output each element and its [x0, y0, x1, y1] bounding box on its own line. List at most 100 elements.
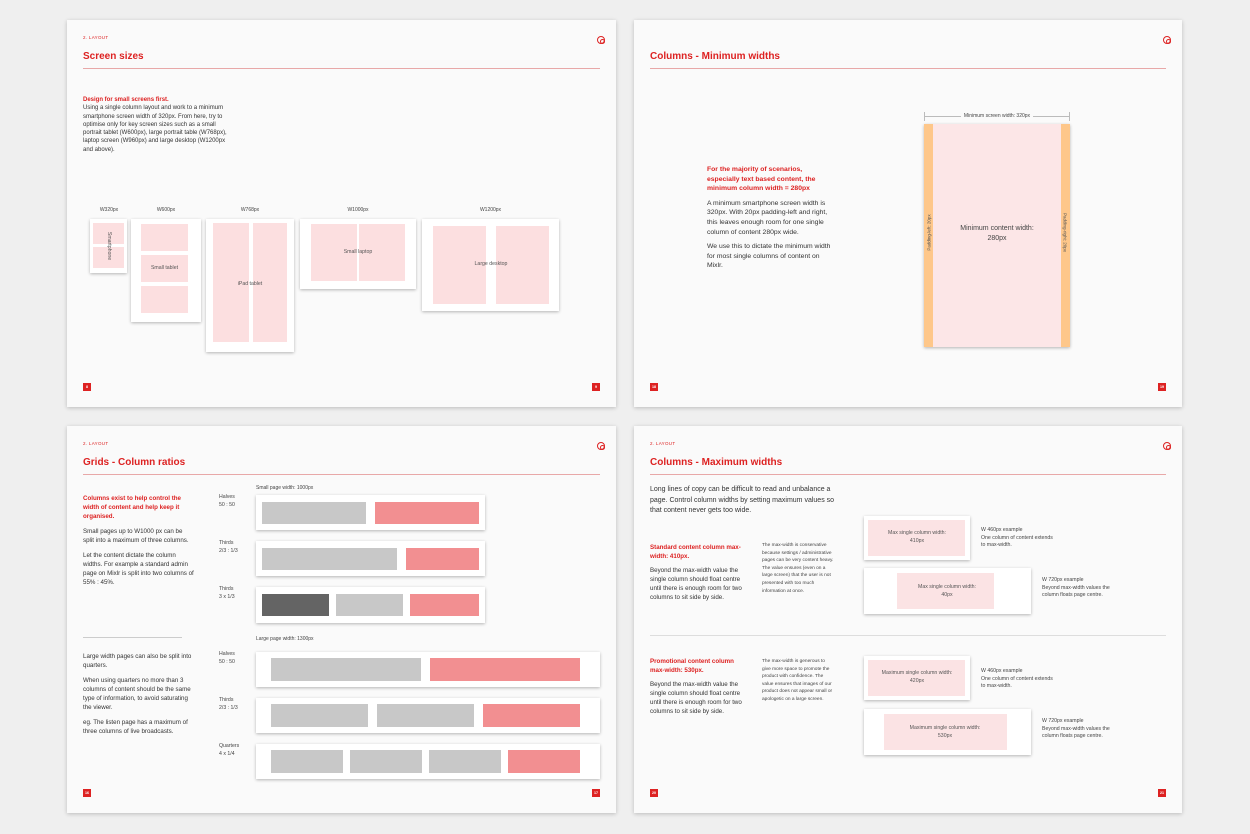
page-screen-sizes: 2. LAYOUT Screen sizes Design for small … [67, 20, 616, 407]
promo-example-small: Maximum single column width: 420px [864, 656, 970, 700]
page-title: Grids - Column ratios [83, 457, 186, 468]
ipad-tablet-mockup: iPad tablet [206, 219, 294, 352]
screen-name: Small laptop [343, 249, 373, 255]
standard-note: The max-width is conservative because se… [762, 543, 834, 594]
section-divider [650, 635, 1166, 636]
mixlr-logo-icon [1163, 442, 1171, 450]
promo-box2-label: Maximum single column width: 530px [909, 725, 981, 739]
padding-right-label: Padding-right: 20px [1062, 212, 1068, 253]
std-box2-label: Max single column width: 40px [918, 584, 976, 598]
max-width-intro: Long lines of copy can be difficult to r… [650, 486, 835, 514]
small-page-title: Small page width: 1000px [256, 485, 314, 491]
ratios-para1: Small pages up to W1000 px can be split … [83, 528, 189, 544]
ratios-para2: Let the content dictate the column width… [83, 552, 194, 586]
padding-right-bar [1061, 124, 1070, 347]
screen-width-label: W1000px [347, 207, 369, 213]
page-number-left: 8 [83, 383, 91, 391]
screen-width-label: W320px [99, 207, 119, 213]
ratio-label: Halves 50 : 50 [219, 494, 235, 508]
section-label: 2. LAYOUT [83, 35, 109, 40]
min-width-para2: We use this to dictate the minimum width… [707, 243, 831, 270]
page-number-right: 21 [1158, 789, 1166, 797]
page-number-right: 9 [592, 383, 600, 391]
screen-name: Small tablet [150, 265, 179, 271]
section-label: 2. LAYOUT [83, 441, 109, 446]
intro-heading: Design for small screens first. [83, 97, 169, 103]
standard-body: Beyond the max-width value the single co… [650, 567, 742, 601]
ratios-para3: Large width pages can also be split into… [83, 653, 192, 669]
standard-text: Standard content column max-width: 410px… [650, 543, 750, 602]
ratios-text-top: Columns exist to help control the width … [83, 494, 195, 587]
min-width-heading: For the majority of scenarios, especiall… [707, 166, 816, 193]
title-divider [650, 68, 1166, 69]
title-divider [650, 474, 1166, 475]
grid-halves-large [256, 652, 600, 687]
min-width-diagram: Padding-left: 20px Padding-right: 20px M… [924, 124, 1070, 347]
large-page-title: Large page width: 1300px [256, 636, 314, 642]
mixlr-logo-icon [597, 36, 605, 44]
standard-heading: Standard content column max-width: 410px… [650, 544, 741, 560]
ratio-label: Quarters 4 x 1/4 [219, 743, 240, 757]
ratios-text-bottom: Large width pages can also be split into… [83, 652, 195, 736]
grid-three-thirds-small [256, 587, 485, 623]
std-box1-label: Max single column width: 410px [888, 530, 946, 544]
std-example2-caption: W 720px example Beyond max-width values … [1042, 577, 1110, 598]
screen-name: Large desktop [474, 261, 508, 267]
promo-body: Beyond the max-width value the single co… [650, 681, 742, 715]
screen-name: Smartphone [106, 231, 112, 261]
min-width-para1: A minimum smartphone screen width is 320… [707, 199, 828, 236]
small-tablet-mockup: Small tablet [131, 219, 201, 322]
std-example-small: Max single column width: 410px [864, 516, 970, 560]
promo-box1-label: Maximum single column width: 420px [881, 670, 953, 684]
promo-example-large: Maximum single column width: 530px [864, 709, 1031, 755]
page-number-left: 20 [650, 789, 658, 797]
page-number-right: 17 [592, 789, 600, 797]
page-title: Columns - Minimum widths [650, 51, 780, 62]
page-minimum-widths: Columns - Minimum widths For the majorit… [634, 20, 1182, 407]
promo-note: The max-width is generous to give more s… [762, 659, 833, 702]
text-divider [83, 637, 182, 638]
promo-example1-caption: W 460px example One column of content ex… [981, 668, 1053, 689]
page-number-right: 19 [1158, 383, 1166, 391]
promo-heading: Promotional content column max-width: 53… [650, 658, 734, 674]
intro-body: Using a single column layout and work to… [83, 105, 227, 153]
ratio-label: Thirds 2/3 : 1/3 [219, 540, 238, 554]
ratios-para4: When using quarters no more than 3 colum… [83, 677, 191, 711]
page-title: Screen sizes [83, 51, 144, 62]
min-screen-width-label: Minimum screen width: 320px [924, 113, 1070, 119]
page-title: Columns - Maximum widths [650, 457, 783, 468]
page-maximum-widths: 2. LAYOUT Columns - Maximum widths Long … [634, 426, 1182, 813]
page-column-ratios: 2. LAYOUT Grids - Column ratios Columns … [67, 426, 616, 813]
screen-name: iPad tablet [237, 281, 263, 287]
page-number-left: 18 [650, 383, 658, 391]
screen-width-label: W1200px [479, 207, 502, 213]
smartphone-mockup: Smartphone [90, 219, 127, 273]
promo-text: Promotional content column max-width: 53… [650, 657, 750, 716]
page-number-left: 16 [83, 789, 91, 797]
small-laptop-mockup: Small laptop [300, 219, 416, 289]
intro-text: Design for small screens first. Using a … [83, 96, 233, 154]
title-divider [83, 474, 600, 475]
grid-halves-small [256, 495, 485, 530]
screen-width-label: W600px [156, 207, 176, 213]
min-width-text: For the majority of scenarios, especiall… [707, 165, 835, 271]
ratios-para5: eg. The listen page has a maximum of thr… [83, 719, 188, 735]
std-example-large: Max single column width: 40px [864, 568, 1031, 614]
promo-example2-caption: W 720px example Beyond max-width values … [1042, 718, 1110, 739]
padding-left-bar [924, 124, 933, 347]
title-divider [83, 68, 600, 69]
ratio-label: Halves 50 : 50 [219, 651, 235, 665]
grid-quarters-large [256, 744, 600, 779]
grid-thirds-small [256, 541, 485, 576]
mixlr-logo-icon [597, 442, 605, 450]
grid-thirds-large [256, 698, 600, 733]
padding-left-label: Padding-left: 20px [926, 214, 932, 251]
screen-width-label: W768px [240, 207, 260, 213]
section-label: 2. LAYOUT [650, 441, 676, 446]
min-content-label: Minimum content width: 280px [960, 225, 1034, 242]
ratio-label: Thirds 3 x 1/3 [219, 586, 235, 600]
large-desktop-mockup: Large desktop [422, 219, 559, 311]
std-example1-caption: W 460px example One column of content ex… [981, 527, 1053, 548]
ratios-heading: Columns exist to help control the width … [83, 495, 181, 520]
mixlr-logo-icon [1163, 36, 1171, 44]
